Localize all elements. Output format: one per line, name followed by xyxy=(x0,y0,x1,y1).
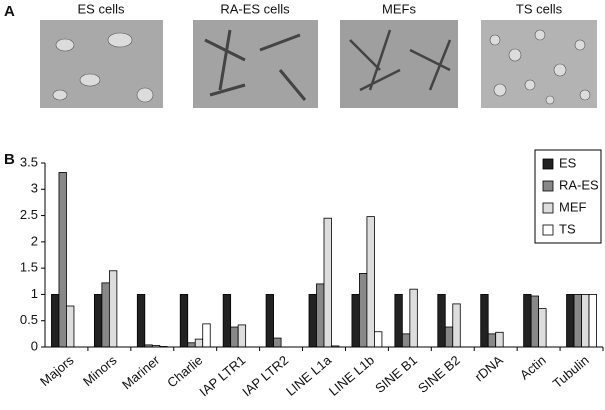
y-tick-label: 0 xyxy=(31,338,38,353)
bar xyxy=(444,326,454,348)
y-tick-label: 3 xyxy=(31,181,38,196)
bar xyxy=(265,294,274,348)
image-label: RA-ES cells xyxy=(220,1,290,16)
y-tick-label: 1.5 xyxy=(20,260,38,275)
y-tick-label: 3.5 xyxy=(20,154,38,169)
image-label: ES cells xyxy=(78,1,125,16)
bar xyxy=(359,272,368,348)
bar xyxy=(316,283,325,348)
bar xyxy=(401,333,411,348)
x-tick-label: IAP LTR1 xyxy=(196,352,248,399)
x-tick-label: Tubulin xyxy=(550,352,592,391)
legend-swatch xyxy=(542,158,554,170)
bar xyxy=(480,294,489,348)
bar xyxy=(566,294,575,348)
bar xyxy=(202,323,211,348)
bar xyxy=(179,294,189,348)
bar xyxy=(237,324,247,348)
bar xyxy=(394,294,403,348)
x-tick-label: SINE B2 xyxy=(415,352,463,396)
y-tick-label: 1 xyxy=(31,286,38,301)
legend-swatch xyxy=(542,180,554,192)
bar xyxy=(588,294,597,348)
bar xyxy=(523,294,532,348)
x-tick-label: SINE B1 xyxy=(372,352,420,396)
bar xyxy=(374,331,383,348)
bar xyxy=(366,216,375,348)
panel-label: B xyxy=(4,151,15,168)
bar xyxy=(93,294,103,348)
bar xyxy=(194,338,204,348)
legend-swatch xyxy=(542,224,554,236)
panel-label: A xyxy=(4,3,15,20)
bar xyxy=(351,294,360,348)
x-tick-label: Mariner xyxy=(119,352,163,392)
bar xyxy=(437,294,446,348)
bar xyxy=(273,337,282,348)
bar xyxy=(58,172,67,348)
y-tick-label: 0.5 xyxy=(20,312,38,327)
cell-shapes xyxy=(52,29,591,105)
bar xyxy=(66,305,75,348)
legend-label: RA-ES xyxy=(559,177,599,192)
bar xyxy=(573,294,582,348)
legend-swatch xyxy=(542,202,554,214)
image-label: MEFs xyxy=(382,1,416,16)
x-tick-label: rDNA xyxy=(472,352,506,384)
bar xyxy=(538,308,547,348)
bar xyxy=(136,294,146,348)
x-tick-label: Minors xyxy=(80,352,120,389)
x-tick-label: Actin xyxy=(517,352,549,382)
bar xyxy=(452,303,461,348)
legend-label: MEF xyxy=(559,199,587,214)
bar xyxy=(581,294,590,348)
x-tick-label: LINE L1a xyxy=(283,352,335,399)
bar xyxy=(495,331,504,348)
bar xyxy=(101,282,110,348)
legend-label: ES xyxy=(559,155,577,170)
bar xyxy=(530,295,540,348)
bar xyxy=(222,294,232,348)
y-tick-label: 2 xyxy=(31,233,38,248)
x-tick-label: Majors xyxy=(37,352,77,389)
x-tick-label: LINE L1b xyxy=(326,352,377,398)
image-label: TS cells xyxy=(516,1,563,16)
bar xyxy=(108,270,118,348)
legend-label: TS xyxy=(559,221,576,236)
bar xyxy=(487,333,497,348)
bar xyxy=(187,342,196,348)
bar xyxy=(323,217,332,348)
x-tick-label: IAP LTR2 xyxy=(239,352,291,399)
bar xyxy=(308,294,317,348)
micrographs xyxy=(40,20,597,108)
y-tick-label: 2.5 xyxy=(20,207,38,222)
bar xyxy=(230,326,239,348)
bar xyxy=(51,294,60,348)
bar xyxy=(409,288,418,348)
